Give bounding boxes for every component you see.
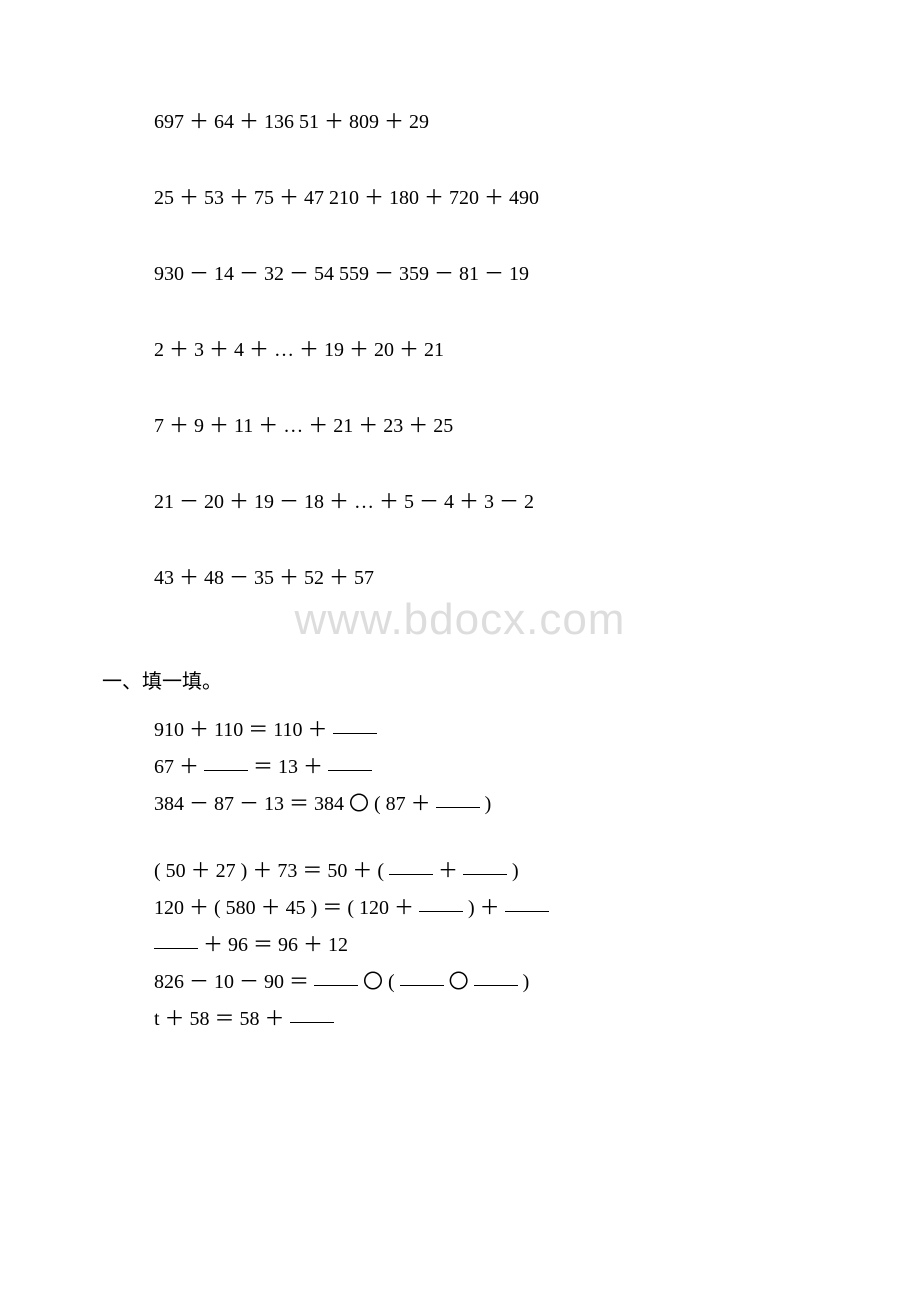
fill-text: ): [480, 793, 492, 815]
expressions-block: 697 ＋ 64 ＋ 136 51 ＋ 809 ＋ 29 25 ＋ 53 ＋ 7…: [154, 108, 816, 592]
fill-line: 384 － 87 － 13 ＝ 384 〇 ( 87 ＋ ): [154, 786, 816, 823]
fill-blank: [204, 751, 248, 771]
fill-text: ( 50 ＋ 27 ) ＋ 73 ＝ 50 ＋ (: [154, 860, 389, 882]
fill-text: 910 ＋ 110 ＝ 110 ＋: [154, 719, 333, 741]
fill-blank: [290, 1003, 334, 1023]
fill-in-block: 910 ＋ 110 ＝ 110 ＋ 67 ＋ ＝ 13 ＋ 384 － 87 －…: [154, 712, 816, 1038]
fill-blank: [463, 855, 507, 875]
fill-line: 826 － 10 － 90 ＝ 〇 ( 〇 ): [154, 964, 816, 1001]
fill-group: ( 50 ＋ 27 ) ＋ 73 ＝ 50 ＋ ( ＋ )120 ＋ ( 580…: [154, 853, 816, 1038]
fill-text: 826 － 10 － 90 ＝: [154, 971, 314, 993]
fill-text: 384 － 87 － 13 ＝ 384 〇 ( 87 ＋: [154, 793, 436, 815]
page-content: 697 ＋ 64 ＋ 136 51 ＋ 809 ＋ 29 25 ＋ 53 ＋ 7…: [0, 0, 920, 1098]
fill-blank: [389, 855, 433, 875]
fill-text: 67 ＋: [154, 756, 204, 778]
expression-row: 7 ＋ 9 ＋ 11 ＋ … ＋ 21 ＋ 23 ＋ 25: [154, 412, 816, 440]
fill-text: 〇: [444, 971, 474, 993]
fill-text: ): [507, 860, 519, 882]
fill-text: 120 ＋ ( 580 ＋ 45 ) ＝ ( 120 ＋: [154, 897, 419, 919]
fill-text: ) ＋: [463, 897, 505, 919]
fill-blank: [474, 966, 518, 986]
expression-row: 25 ＋ 53 ＋ 75 ＋ 47 210 ＋ 180 ＋ 720 ＋ 490: [154, 184, 816, 212]
fill-blank: [314, 966, 358, 986]
fill-line: 120 ＋ ( 580 ＋ 45 ) ＝ ( 120 ＋ ) ＋: [154, 890, 816, 927]
fill-blank: [419, 892, 463, 912]
fill-blank: [154, 929, 198, 949]
expression-row: 697 ＋ 64 ＋ 136 51 ＋ 809 ＋ 29: [154, 108, 816, 136]
section-heading: 一、填一填。: [102, 664, 816, 700]
fill-line: t ＋ 58 ＝ 58 ＋: [154, 1001, 816, 1038]
fill-blank: [400, 966, 444, 986]
group-gap: [154, 823, 816, 853]
fill-group: 910 ＋ 110 ＝ 110 ＋ 67 ＋ ＝ 13 ＋ 384 － 87 －…: [154, 712, 816, 823]
fill-line: ＋ 96 ＝ 96 ＋ 12: [154, 927, 816, 964]
fill-text: ＋: [433, 860, 463, 882]
fill-line: ( 50 ＋ 27 ) ＋ 73 ＝ 50 ＋ ( ＋ ): [154, 853, 816, 890]
fill-text: ): [518, 971, 530, 993]
fill-line: 67 ＋ ＝ 13 ＋: [154, 749, 816, 786]
expression-row: 930 － 14 － 32 － 54 559 － 359 － 81 － 19: [154, 260, 816, 288]
fill-text: 〇 (: [358, 971, 400, 993]
fill-blank: [505, 892, 549, 912]
expression-row: 43 ＋ 48 － 35 ＋ 52 ＋ 57: [154, 564, 816, 592]
fill-text: ＋ 96 ＝ 96 ＋ 12: [198, 934, 348, 956]
fill-blank: [333, 714, 377, 734]
fill-text: t ＋ 58 ＝ 58 ＋: [154, 1008, 290, 1030]
fill-blank: [436, 788, 480, 808]
fill-text: ＝ 13 ＋: [248, 756, 328, 778]
fill-line: 910 ＋ 110 ＝ 110 ＋: [154, 712, 816, 749]
expression-row: 21 － 20 ＋ 19 － 18 ＋ … ＋ 5 － 4 ＋ 3 － 2: [154, 488, 816, 516]
fill-blank: [328, 751, 372, 771]
expression-row: 2 ＋ 3 ＋ 4 ＋ … ＋ 19 ＋ 20 ＋ 21: [154, 336, 816, 364]
